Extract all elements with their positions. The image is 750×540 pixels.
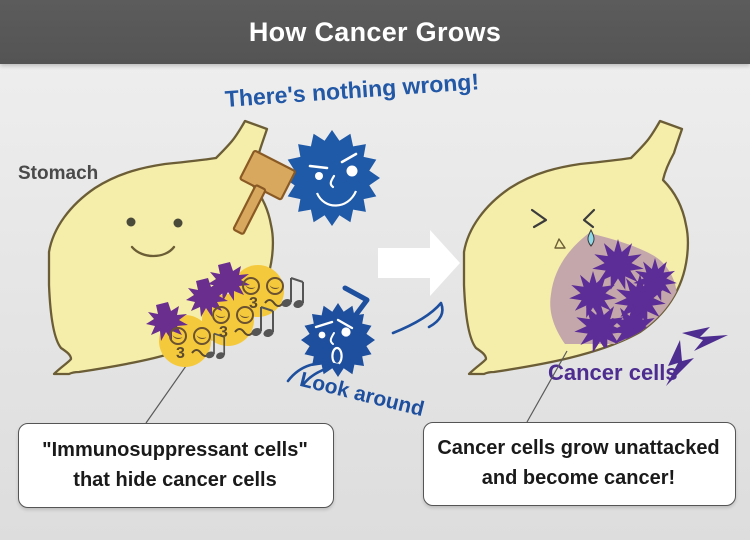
svg-text:3: 3 (176, 345, 185, 362)
svg-text:3: 3 (219, 324, 228, 341)
svg-text:3: 3 (249, 295, 258, 312)
